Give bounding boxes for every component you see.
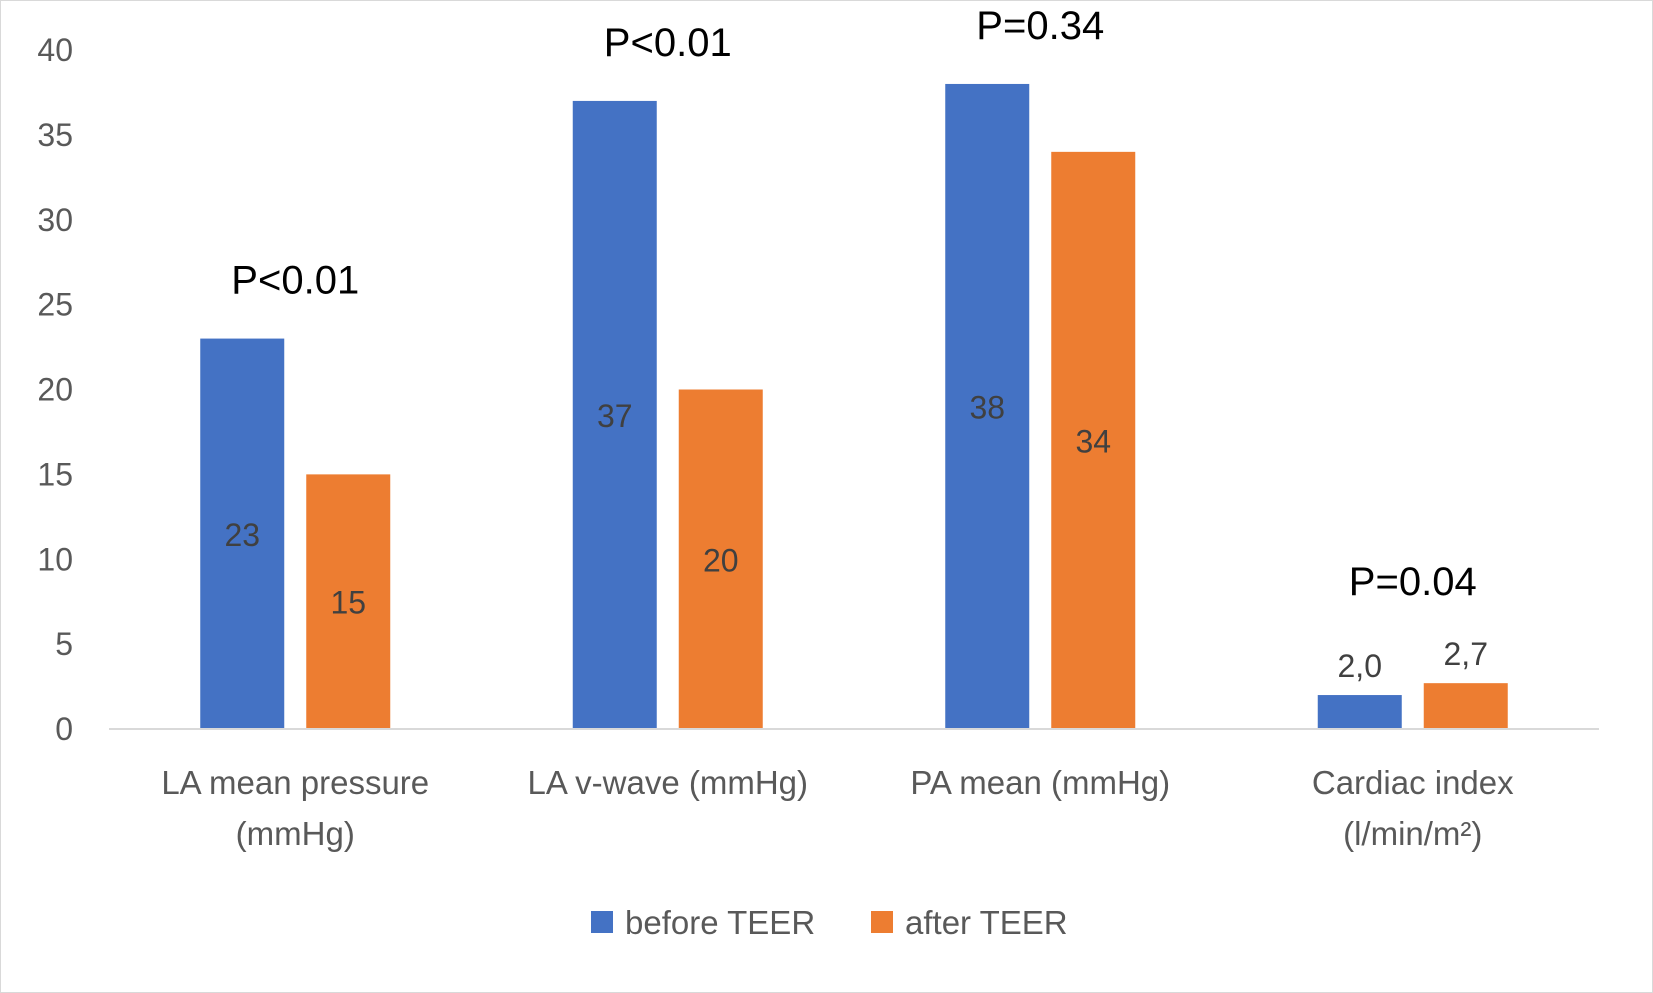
y-tick-label-0: 0: [55, 711, 73, 747]
data-label-after-2: 34: [1075, 423, 1111, 459]
data-label-after-1: 20: [703, 542, 739, 578]
legend-label-before: before TEER: [625, 904, 815, 941]
category-label-2-line-0: PA mean (mmHg): [910, 764, 1170, 801]
bar-after-3: [1423, 683, 1508, 729]
legend: before TEER after TEER: [591, 904, 1068, 941]
category-label-0-line-1: (mmHg): [236, 815, 355, 852]
y-tick-label-25: 25: [37, 287, 73, 323]
category-labels: LA mean pressure (mmHg) LA v-wave (mmHg) PA…: [161, 764, 1514, 852]
p-value-label-1: P<0.01: [604, 21, 732, 65]
bars: [200, 83, 1508, 730]
legend-swatch-after: [871, 911, 893, 933]
p-value-label-2: P=0.34: [976, 4, 1104, 48]
data-label-after-3: 2,7: [1444, 636, 1488, 672]
data-label-before-1: 37: [597, 398, 633, 434]
data-label-before-0: 23: [224, 517, 260, 553]
y-tick-label-20: 20: [37, 372, 73, 408]
y-tick-label-15: 15: [37, 456, 73, 492]
p-value-label-3: P=0.04: [1349, 560, 1477, 604]
bar-after-2: [1051, 151, 1136, 730]
y-tick-label-30: 30: [37, 202, 73, 238]
legend-label-after: after TEER: [905, 904, 1068, 941]
y-axis-ticks: 0 5 10 15 20 25 30 35 40: [37, 32, 73, 747]
category-label-0-line-0: LA mean pressure: [161, 764, 429, 801]
data-label-after-0: 15: [330, 585, 366, 621]
category-label-3-line-0: Cardiac index: [1312, 764, 1514, 801]
y-tick-label-10: 10: [37, 541, 73, 577]
bar-before-3: [1317, 695, 1402, 729]
legend-swatch-before: [591, 911, 613, 933]
p-value-labels: P<0.01 P<0.01 P=0.34 P=0.04: [231, 4, 1476, 604]
bar-after-0: [306, 474, 391, 729]
data-label-before-2: 38: [969, 389, 1005, 425]
category-label-3-line-1: (l/min/m²): [1343, 815, 1482, 852]
bar-before-1: [572, 100, 657, 730]
data-labels: 23 15 37 20 38 34 2,0 2,7: [224, 389, 1488, 684]
category-label-1-line-0: LA v-wave (mmHg): [527, 764, 808, 801]
y-tick-label-5: 5: [55, 626, 73, 662]
bar-after-1: [678, 389, 763, 729]
bar-before-2: [945, 83, 1030, 729]
y-tick-label-35: 35: [37, 117, 73, 153]
y-tick-label-40: 40: [37, 32, 73, 68]
bar-before-0: [200, 338, 285, 729]
data-label-before-3: 2,0: [1338, 648, 1382, 684]
p-value-label-0: P<0.01: [231, 259, 359, 303]
